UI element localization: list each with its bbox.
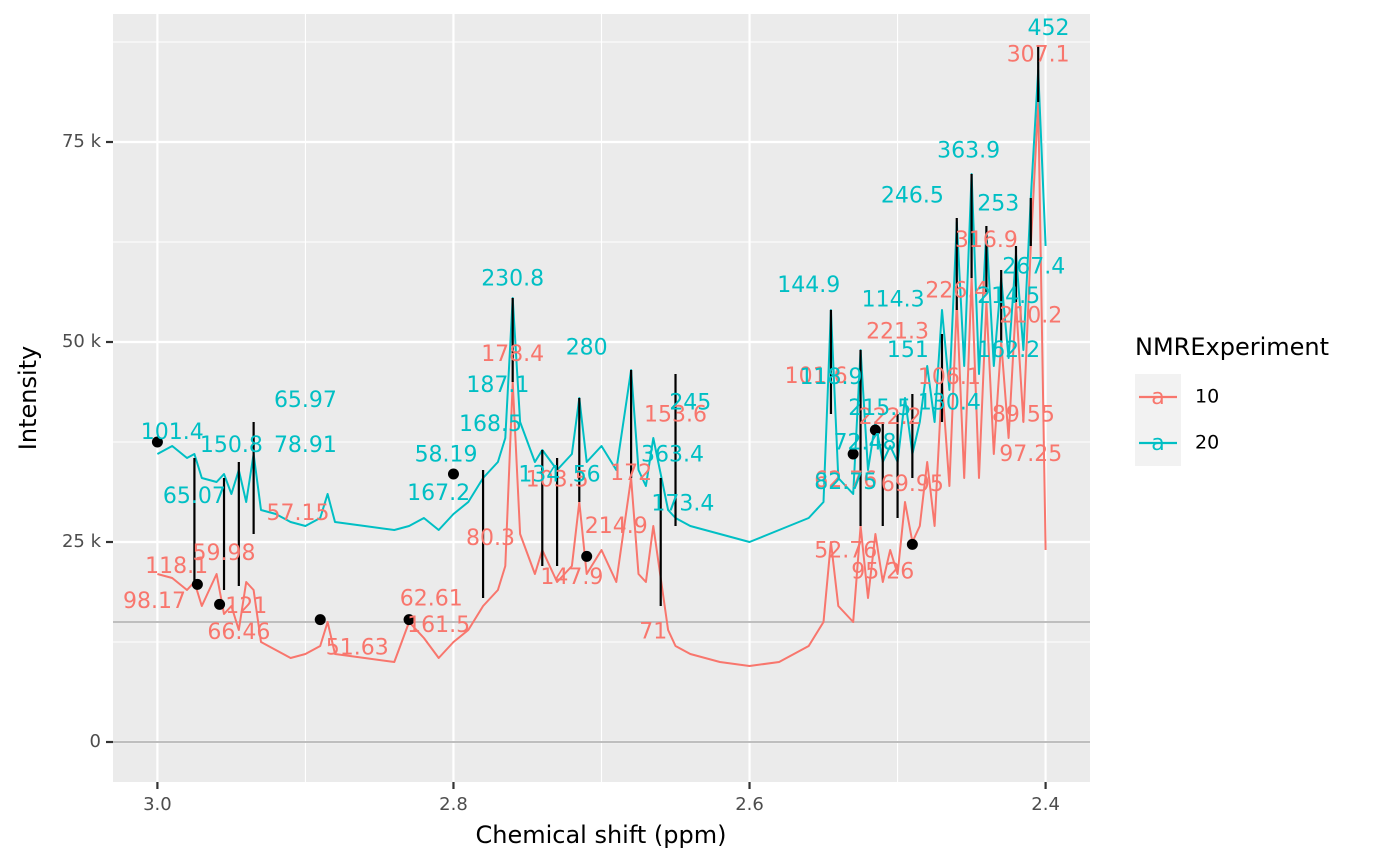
peak-label-10: 221.3 bbox=[866, 319, 929, 344]
peak-annotations: 307.1 316.9 226.4 221.3 210.2 178.4 101.6 106.1… bbox=[123, 16, 1070, 660]
legend-glyph-10: a bbox=[1151, 385, 1164, 410]
y-axis-title: Intensity bbox=[14, 346, 42, 450]
peak-label-20: 230.8 bbox=[481, 267, 544, 292]
y-tick-label: 0 bbox=[90, 731, 101, 752]
peak-label-20: 82.75 bbox=[814, 470, 877, 495]
y-tick-label: 50 k bbox=[62, 331, 102, 352]
peak-label-10: 118.1 bbox=[145, 554, 208, 579]
legend-label-10: 10 bbox=[1195, 386, 1219, 408]
peak-label-10: 103.5 bbox=[526, 467, 589, 492]
axes: 3.0 2.8 2.6 2.4 0 25 k 50 k 75 k bbox=[62, 131, 1060, 815]
peak-label-20: 267.4 bbox=[1002, 255, 1065, 280]
peak-label-20: 58.19 bbox=[415, 443, 478, 468]
peak-label-20: 215.5 bbox=[848, 396, 911, 421]
legend: NMRExperiment a 10 a 20 bbox=[1135, 333, 1329, 466]
peak-label-10: 178.4 bbox=[481, 342, 544, 367]
peak-label-10: 214.9 bbox=[585, 514, 648, 539]
peak-label-10: 80.3 bbox=[466, 526, 515, 551]
peak-label-20: 56 bbox=[573, 463, 601, 488]
peak-label-10: 97.25 bbox=[999, 442, 1062, 467]
peak-label-10: 69.95 bbox=[881, 472, 944, 497]
peak-point bbox=[151, 436, 163, 448]
y-tick-label: 75 k bbox=[62, 131, 102, 152]
peak-points bbox=[151, 424, 918, 626]
peak-label-20: 78.91 bbox=[274, 433, 337, 458]
legend-items: a 10 a 20 bbox=[1135, 374, 1219, 466]
x-tick-label: 2.4 bbox=[1031, 794, 1060, 815]
peak-point bbox=[447, 468, 459, 480]
series-10-line bbox=[157, 101, 1047, 667]
peak-label-20: 134 bbox=[518, 463, 560, 488]
x-axis-title: Chemical shift (ppm) bbox=[475, 821, 726, 849]
peak-point bbox=[403, 614, 415, 626]
peak-label-20: 363.4 bbox=[641, 443, 704, 468]
peak-label-10: 307.1 bbox=[1007, 43, 1070, 68]
peak-label-20: 130.4 bbox=[918, 391, 981, 416]
peak-label-20: 114.3 bbox=[862, 287, 925, 312]
peak-label-10: 89.55 bbox=[992, 403, 1055, 428]
x-tick-label: 2.6 bbox=[735, 794, 764, 815]
peak-label-10: 101.6 bbox=[785, 364, 848, 389]
peak-label-10: 62.76 bbox=[814, 468, 877, 493]
peak-label-10: 98.17 bbox=[123, 589, 186, 614]
peak-label-10: 62.61 bbox=[400, 587, 463, 612]
peak-label-20: 167.2 bbox=[407, 481, 470, 506]
peak-label-20: 101.4 bbox=[141, 420, 204, 445]
peak-label-20: 363.9 bbox=[937, 139, 1000, 164]
peak-label-20: 144.9 bbox=[777, 273, 840, 298]
spectrum-series bbox=[156, 69, 1047, 667]
peak-label-20: 168.5 bbox=[459, 412, 522, 437]
peak-label-20: 452 bbox=[1028, 16, 1070, 41]
peak-label-20: 151 bbox=[887, 338, 929, 363]
peak-point bbox=[906, 538, 918, 550]
peak-label-10: 52.76 bbox=[814, 539, 877, 564]
peak-label-10: 153.6 bbox=[644, 403, 707, 428]
peak-label-20: 173.4 bbox=[651, 491, 714, 516]
peak-point bbox=[847, 448, 859, 460]
peak-label-10: 66.46 bbox=[207, 620, 270, 645]
peak-label-20: 187.1 bbox=[466, 373, 529, 398]
peak-label-10: 210.2 bbox=[999, 303, 1062, 328]
series-20-line bbox=[156, 69, 1047, 543]
peak-label-20: 65.97 bbox=[274, 388, 337, 413]
peak-point bbox=[214, 598, 226, 610]
x-tick-label: 2.8 bbox=[439, 794, 468, 815]
peak-label-10: 57.15 bbox=[267, 501, 330, 526]
peak-label-10: 172 bbox=[610, 461, 652, 486]
peak-label-20: 214.5 bbox=[977, 284, 1040, 309]
peak-point bbox=[869, 424, 881, 436]
legend-title: NMRExperiment bbox=[1135, 333, 1329, 361]
peak-label-10: 316.9 bbox=[955, 228, 1018, 253]
peak-connector-lines bbox=[193, 46, 1040, 606]
peak-label-10: 59.98 bbox=[193, 541, 256, 566]
peak-label-20: 246.5 bbox=[881, 183, 944, 208]
peak-label-10: 95.26 bbox=[851, 559, 914, 584]
peak-point bbox=[191, 578, 203, 590]
peak-label-10: 226.4 bbox=[925, 279, 988, 304]
x-tick-label: 3.0 bbox=[143, 794, 172, 815]
peak-label-20: 245 bbox=[669, 391, 711, 416]
peak-label-20: 280 bbox=[566, 335, 608, 360]
peak-label-20: 162.2 bbox=[977, 338, 1040, 363]
y-tick-label: 25 k bbox=[62, 531, 102, 552]
peak-label-20: 65.07 bbox=[163, 484, 226, 509]
peak-label-20: 118.9 bbox=[799, 365, 862, 390]
peak-label-10: 51.63 bbox=[326, 635, 389, 660]
peak-point bbox=[314, 614, 326, 626]
peak-label-10: 121 bbox=[225, 594, 267, 619]
peak-point bbox=[581, 550, 593, 562]
peak-label-20: 150.8 bbox=[200, 433, 263, 458]
peak-label-10: 161.5 bbox=[407, 613, 470, 638]
peak-label-10: 106.1 bbox=[918, 365, 981, 390]
peak-label-10: 222.2 bbox=[859, 405, 922, 430]
peak-label-10: 71 bbox=[639, 619, 667, 644]
legend-label-20: 20 bbox=[1195, 432, 1219, 454]
legend-glyph-20: a bbox=[1151, 431, 1164, 456]
peak-label-20: 253 bbox=[977, 191, 1019, 216]
peak-label-20: 72.48 bbox=[834, 431, 897, 456]
reference-lines bbox=[113, 621, 1090, 743]
peak-label-10: 147.9 bbox=[540, 565, 603, 590]
